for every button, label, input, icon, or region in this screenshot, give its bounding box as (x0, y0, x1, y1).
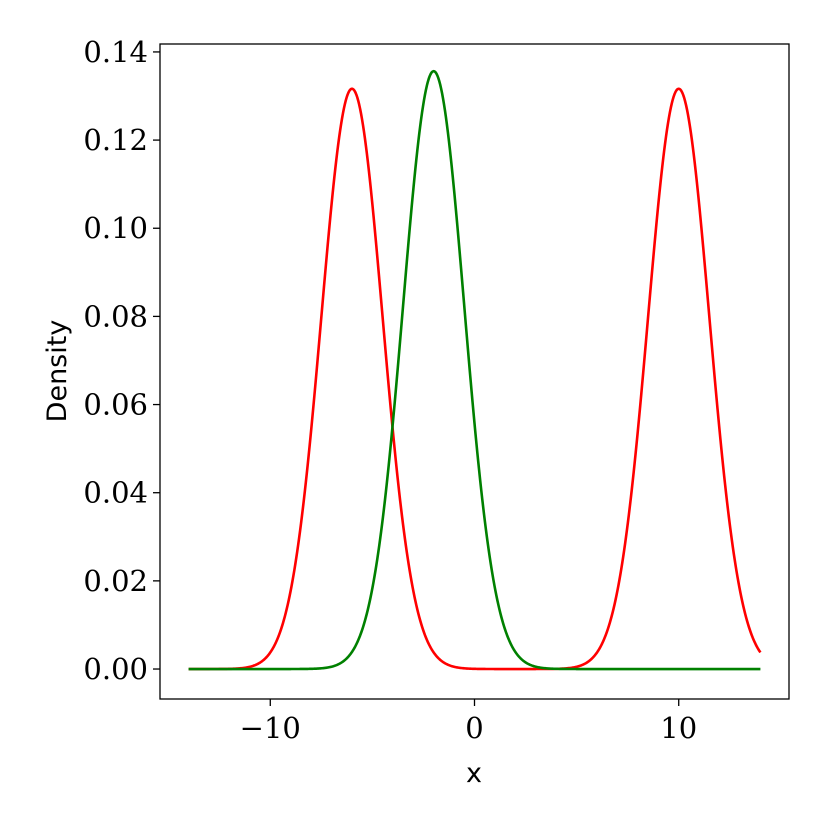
y-tick-label: 0.04 (83, 476, 148, 510)
x-tick-label: 0 (465, 711, 483, 745)
x-tick-label: −10 (240, 711, 301, 745)
series-line-1 (188, 69, 761, 671)
plot-area (188, 69, 762, 671)
y-tick-label: 0.06 (83, 388, 148, 422)
y-axis-label: Density (42, 320, 73, 423)
x-tick-label: 10 (660, 711, 697, 745)
y-tick-label: 0.14 (83, 35, 148, 69)
x-axis-ticks: −10 0 10 (240, 699, 697, 745)
y-tick-label: 0.12 (83, 123, 148, 157)
y-axis-ticks: 0.00 0.02 0.04 0.06 0.08 0.10 0.12 0.14 (83, 35, 160, 686)
series-line-0 (188, 87, 762, 671)
axes-frame (159, 43, 790, 700)
y-tick-label: 0.00 (83, 652, 148, 686)
y-tick-label: 0.10 (83, 211, 148, 245)
x-axis-label: x (466, 758, 482, 789)
y-tick-label: 0.08 (83, 299, 148, 333)
y-tick-label: 0.02 (83, 564, 148, 598)
